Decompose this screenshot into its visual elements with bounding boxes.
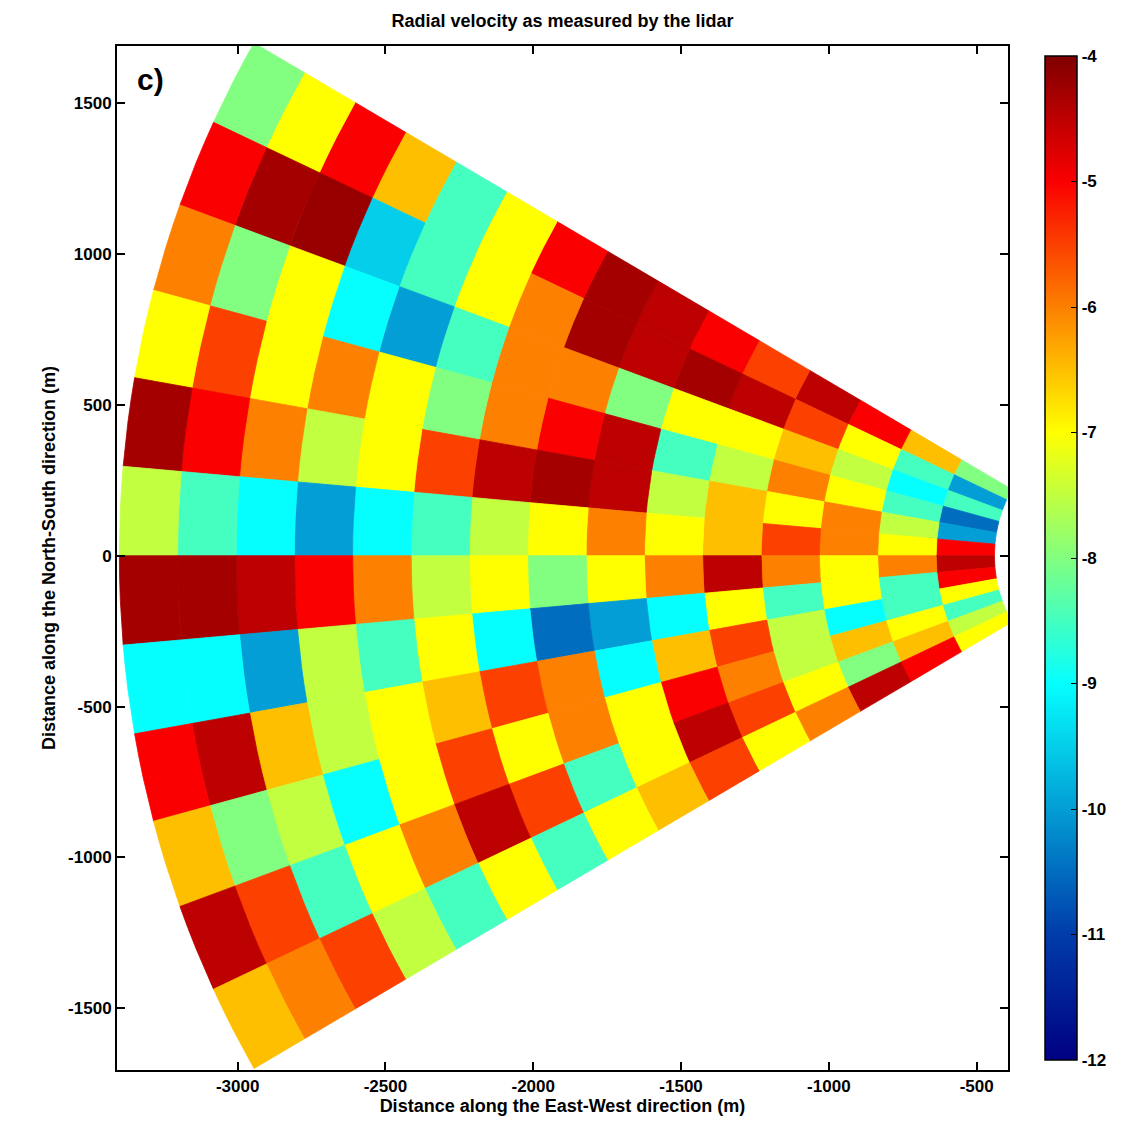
svg-text:-6: -6 (1082, 298, 1097, 317)
svg-text:Distance along the East-West d: Distance along the East-West direction (… (380, 1096, 746, 1116)
svg-text:-2500: -2500 (364, 1077, 407, 1096)
svg-text:Radial velocity as measured by: Radial velocity as measured by the lidar (391, 11, 733, 31)
svg-text:-2000: -2000 (511, 1077, 554, 1096)
svg-text:Distance along the North-South: Distance along the North-South direction… (39, 366, 59, 750)
svg-text:1000: 1000 (74, 245, 112, 264)
svg-text:-5: -5 (1082, 172, 1097, 191)
svg-text:c): c) (137, 63, 164, 96)
svg-text:-9: -9 (1082, 674, 1097, 693)
svg-text:-1000: -1000 (807, 1077, 850, 1096)
svg-text:1500: 1500 (74, 94, 112, 113)
svg-text:-1500: -1500 (659, 1077, 702, 1096)
svg-text:-3000: -3000 (216, 1077, 259, 1096)
svg-text:-1000: -1000 (68, 848, 111, 867)
svg-text:-10: -10 (1082, 800, 1107, 819)
svg-text:500: 500 (83, 396, 111, 415)
svg-text:-7: -7 (1082, 423, 1097, 442)
svg-text:0: 0 (102, 547, 111, 566)
svg-text:-11: -11 (1082, 925, 1106, 944)
svg-text:-12: -12 (1082, 1051, 1107, 1070)
svg-text:-1500: -1500 (68, 999, 111, 1018)
svg-text:-4: -4 (1082, 47, 1098, 66)
svg-text:-8: -8 (1082, 549, 1097, 568)
svg-text:-500: -500 (960, 1077, 994, 1096)
svg-text:-500: -500 (78, 698, 112, 717)
